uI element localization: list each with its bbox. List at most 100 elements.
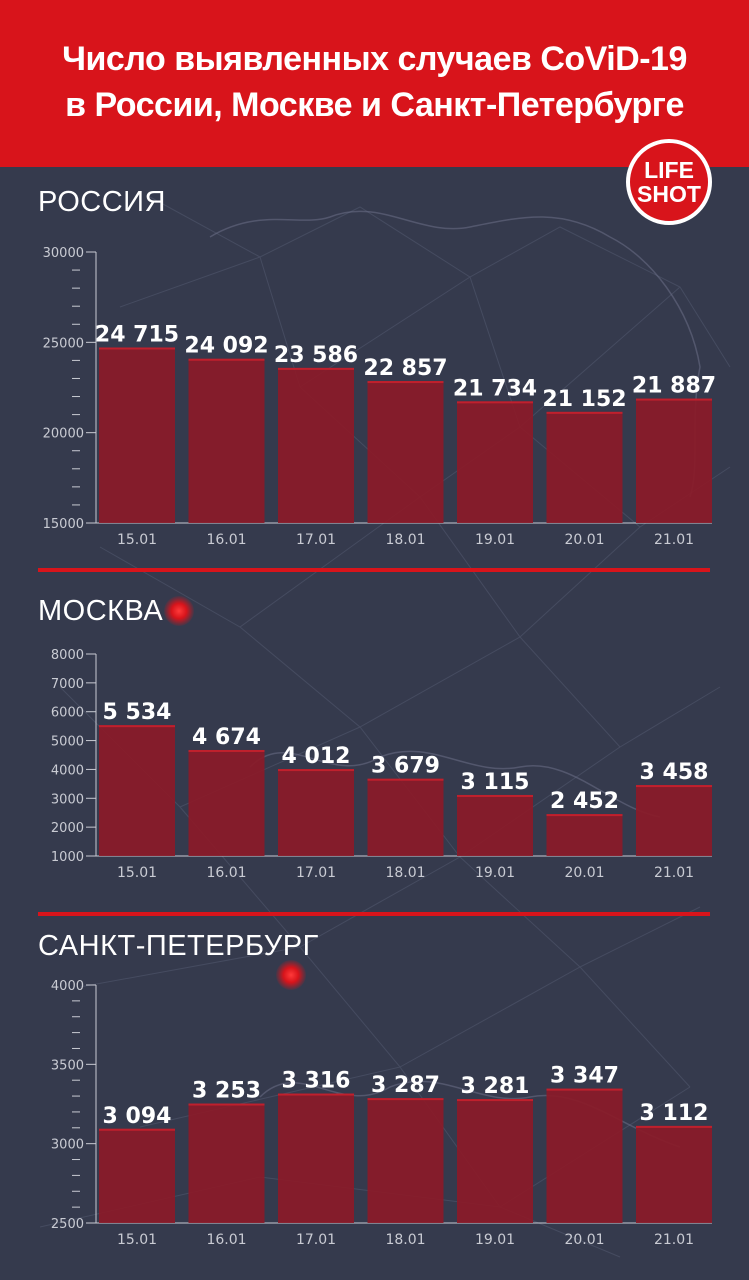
bar-value-label: 24 715 (95, 322, 179, 347)
bar-top-edge (188, 358, 265, 361)
bar-value-label: 3 115 (461, 770, 530, 795)
bar-value-label: 3 094 (103, 1104, 172, 1129)
bar (636, 785, 712, 856)
chart-moscow: 1000 2000 3000 4000 5000 6000 7000 8000 5 534 15.… (51, 648, 712, 881)
bar-top-edge (636, 785, 712, 788)
bar-top-edge (367, 1098, 444, 1101)
bar-top-edge (188, 749, 265, 752)
bar-value-label: 3 316 (282, 1069, 351, 1094)
x-tick-label: 17.01 (296, 865, 336, 881)
bar-top-edge (278, 1093, 354, 1096)
x-tick-label: 20.01 (564, 532, 604, 548)
bar (457, 794, 533, 856)
bar-top-edge (546, 1088, 623, 1091)
x-tick-label: 18.01 (385, 1232, 425, 1248)
bar (99, 347, 175, 523)
x-tick-label: 17.01 (296, 1232, 336, 1248)
section-title-spb: САНКТ-ПЕТЕРБУРГ (38, 930, 319, 962)
logo-line-1: LIFE (644, 157, 694, 183)
x-tick-label: 19.01 (475, 532, 515, 548)
y-tick-label: 7000 (51, 677, 84, 692)
bar-top-edge (636, 398, 712, 401)
location-dot-moscow (164, 596, 194, 626)
y-tick-label: 3000 (51, 1138, 84, 1153)
bar-top-edge (278, 769, 354, 772)
bar (636, 1125, 712, 1223)
bar-value-label: 3 679 (371, 754, 440, 779)
bar (546, 411, 623, 523)
bar-value-label: 4 674 (192, 725, 261, 750)
bar-top-edge (367, 778, 444, 781)
bar (99, 725, 175, 856)
x-tick-label: 20.01 (564, 1232, 604, 1248)
x-tick-label: 15.01 (117, 865, 157, 881)
bar-value-label: 2 452 (550, 789, 619, 814)
bar-value-label: 5 534 (103, 700, 172, 725)
bar-value-label: 4 012 (282, 744, 351, 769)
bar (457, 1099, 533, 1223)
y-tick-label: 6000 (51, 706, 84, 721)
x-tick-label: 17.01 (296, 532, 336, 548)
location-dot-spb (276, 960, 306, 990)
x-tick-label: 16.01 (206, 1232, 246, 1248)
header-banner: Число выявленных случаев CoViD-19 в Росс… (0, 0, 749, 167)
bar-top-edge (367, 381, 444, 384)
x-tick-label: 16.01 (206, 865, 246, 881)
lifeshot-logo: LIFE SHOT (626, 139, 712, 225)
bar (278, 769, 354, 856)
y-tick-label: 3500 (51, 1058, 84, 1073)
bar-value-label: 21 887 (632, 374, 716, 399)
bar (278, 1093, 354, 1223)
x-tick-label: 15.01 (117, 1232, 157, 1248)
bar-top-edge (99, 725, 175, 728)
y-tick-label: 1000 (51, 850, 84, 865)
section-title-russia: РОССИЯ (38, 186, 166, 218)
bar-top-edge (546, 814, 623, 817)
divider-2 (38, 912, 710, 916)
bar (546, 1088, 623, 1223)
bar (188, 1103, 265, 1223)
bar (546, 814, 623, 856)
bar-value-label: 23 586 (274, 343, 358, 368)
bar-value-label: 22 857 (363, 356, 447, 381)
x-tick-label: 21.01 (654, 1232, 694, 1248)
title-line-1: Число выявленных случаев CoViD-19 (62, 40, 687, 78)
title-line-2: в России, Москве и Санкт-Петербурге (65, 86, 684, 124)
bar-value-label: 3 347 (550, 1064, 619, 1089)
bar-value-label: 3 112 (640, 1101, 709, 1126)
x-tick-label: 19.01 (475, 865, 515, 881)
section-title-moscow: МОСКВА (38, 595, 164, 627)
y-tick-label: 15000 (43, 517, 84, 532)
x-tick-label: 16.01 (206, 532, 246, 548)
bar-value-label: 3 287 (371, 1073, 440, 1098)
bar (367, 778, 444, 856)
y-tick-label: 4000 (51, 979, 84, 994)
bar (188, 358, 265, 523)
bar-value-label: 3 458 (640, 760, 709, 785)
bar-top-edge (546, 411, 623, 414)
bar (457, 401, 533, 523)
bar-value-label: 3 253 (192, 1079, 261, 1104)
x-tick-label: 20.01 (564, 865, 604, 881)
y-tick-label: 20000 (43, 427, 84, 442)
x-tick-label: 21.01 (654, 865, 694, 881)
bar-top-edge (99, 347, 175, 350)
x-tick-label: 18.01 (385, 532, 425, 548)
y-tick-label: 2500 (51, 1217, 84, 1232)
x-tick-label: 18.01 (385, 865, 425, 881)
bar-top-edge (636, 1125, 712, 1128)
y-tick-label: 25000 (43, 336, 84, 351)
chart-spb: 2500 3000 3500 4000 3 094 15.01 3 253 16.01 3 31… (51, 979, 712, 1248)
y-tick-label: 3000 (51, 792, 84, 807)
y-tick-label: 30000 (43, 246, 84, 261)
y-tick-label: 2000 (51, 821, 84, 836)
logo-line-2: SHOT (637, 181, 701, 207)
bar (367, 1098, 444, 1223)
bar (636, 398, 712, 523)
bar-value-label: 21 734 (453, 376, 537, 401)
x-tick-label: 21.01 (654, 532, 694, 548)
bar (278, 367, 354, 523)
y-tick-label: 8000 (51, 648, 84, 663)
divider-1 (38, 568, 710, 572)
bar (99, 1128, 175, 1223)
